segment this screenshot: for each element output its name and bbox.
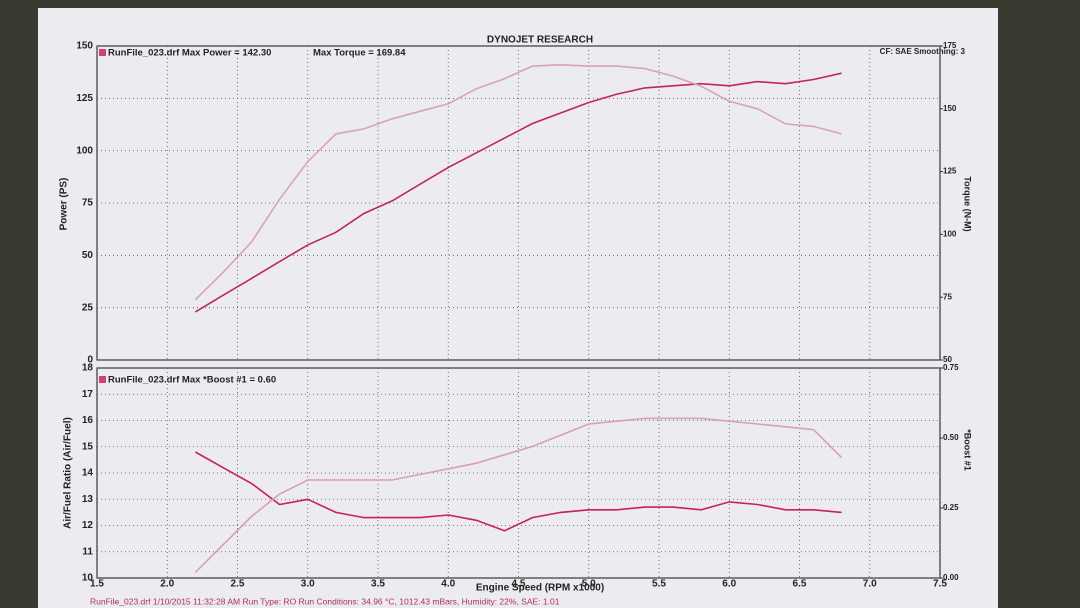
legend-text: RunFile_023.drf Max Power = 142.30: [108, 48, 271, 59]
legend-swatch: [99, 49, 106, 56]
y2-tick-label: 100: [943, 230, 957, 239]
x-axis-title: Engine Speed (RPM x1000): [476, 583, 604, 594]
footnote: RunFile_023.drf 1/10/2015 11:32:28 AM Ru…: [90, 596, 560, 606]
x-tick-label: 3.0: [301, 579, 315, 590]
y2-tick-label: 0.25: [943, 503, 959, 512]
y2-tick-label: 125: [943, 167, 957, 176]
x-tick-label: 6.5: [793, 579, 807, 590]
y2-tick-label: 0.75: [943, 363, 959, 372]
y-tick-label: 15: [82, 441, 94, 452]
x-tick-label: 5.5: [652, 579, 666, 590]
legend-text: Max Torque = 169.84: [313, 48, 406, 59]
y-tick-label: 17: [82, 389, 94, 400]
y-axis-title: Power (PS): [59, 178, 70, 231]
y-tick-label: 16: [82, 415, 94, 426]
x-tick-label: 7.0: [863, 579, 877, 590]
settings-note: CF: SAE Smoothing: 3: [880, 47, 966, 56]
y2-tick-label: 175: [943, 41, 957, 50]
x-tick-label: 4.5: [512, 579, 526, 590]
x-tick-label: 2.5: [231, 579, 245, 590]
y-axis-title: Air/Fuel Ratio (Air/Fuel): [63, 417, 74, 529]
y-tick-label: 100: [76, 145, 93, 156]
y2-tick-label: 0.00: [943, 573, 959, 582]
data-line: [195, 451, 842, 532]
y-tick-label: 14: [82, 468, 94, 479]
x-tick-label: 5.0: [582, 579, 596, 590]
y2-tick-label: 75: [943, 292, 952, 301]
y2-axis-title: Torque (N-M): [963, 176, 973, 231]
y2-axis-title: *Boost #1: [963, 429, 973, 471]
x-tick-label: 7.5: [933, 579, 947, 590]
y-tick-label: 13: [82, 494, 94, 505]
chart-title: DYNOJET RESEARCH: [487, 35, 593, 46]
y-tick-label: 150: [76, 41, 93, 52]
x-tick-label: 4.0: [441, 579, 455, 590]
y-tick-label: 125: [76, 93, 93, 104]
legend-swatch: [99, 376, 106, 383]
y-tick-label: 18: [82, 363, 94, 374]
y-tick-label: 25: [82, 302, 94, 313]
data-line: [194, 72, 842, 313]
data-line: [194, 63, 842, 301]
data-line: [194, 417, 843, 573]
x-tick-label: 1.5: [90, 579, 104, 590]
y-tick-label: 75: [82, 198, 94, 209]
y2-tick-label: 50: [943, 355, 952, 364]
y-tick-label: 11: [82, 546, 93, 557]
x-tick-label: 6.0: [722, 579, 736, 590]
y-tick-label: 0: [87, 355, 93, 366]
y2-tick-label: 0.50: [943, 433, 959, 442]
y-tick-label: 10: [82, 573, 94, 584]
y2-tick-label: 150: [943, 104, 957, 113]
x-tick-label: 2.0: [160, 579, 174, 590]
legend-text: RunFile_023.drf Max *Boost #1 = 0.60: [108, 375, 276, 386]
y-tick-label: 50: [82, 250, 94, 261]
y-tick-label: 12: [82, 520, 94, 531]
x-tick-label: 3.5: [371, 579, 385, 590]
